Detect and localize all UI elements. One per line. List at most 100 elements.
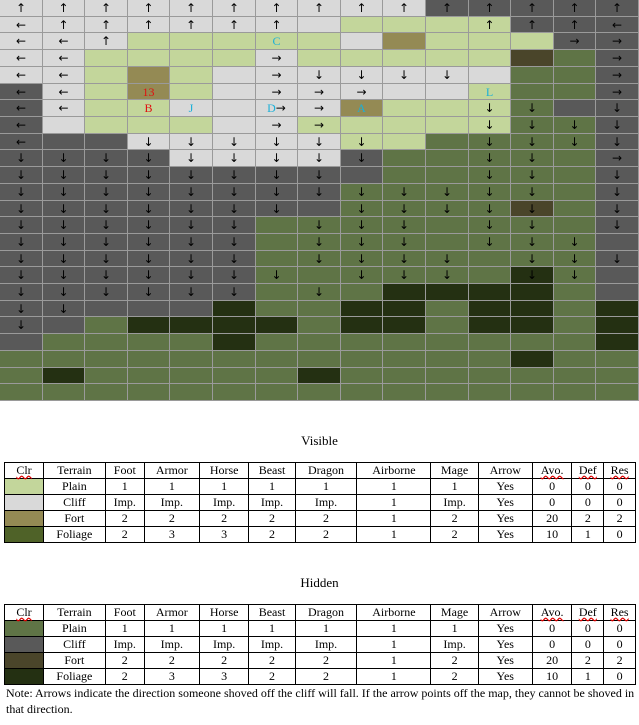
arrow-up-icon: ↑: [185, 1, 197, 15]
map-cell-hidden-cliff: ↑: [554, 17, 596, 33]
arrow-down-icon: ↓: [271, 134, 282, 149]
map-cell-hidden-cliff: ↓: [596, 184, 639, 201]
hidden-legend-color-swatch: [4, 668, 44, 685]
map-cell-hidden-cliff: [128, 301, 170, 317]
stat-armor: Imp.: [143, 636, 200, 653]
map-cell-hidden-foliage: [511, 284, 554, 301]
map-cell-hidden-cliff: ↓: [43, 167, 85, 184]
map-cell-plain: [426, 33, 469, 50]
map-cell-hidden-cliff: ↓: [170, 234, 213, 251]
arrow-down-icon: ↓: [100, 201, 112, 216]
stat-dragon: Imp.: [294, 636, 358, 653]
map-cell-hidden-plain: [426, 134, 469, 150]
map-cell-cliff: [426, 84, 469, 100]
map-cell-hidden-plain: [554, 368, 596, 384]
map-cell-hidden-plain: ↓: [511, 134, 554, 150]
arrow-down-icon: ↓: [15, 268, 27, 282]
stat-armor: 3: [143, 668, 200, 685]
map-cell-plain: [213, 33, 256, 50]
hidden-legend-row-cliff: Cliff Imp. Imp. Imp. Imp. Imp. 1 Imp. Yes 0 0 0: [4, 636, 636, 653]
arrow-down-icon: ↓: [15, 251, 27, 266]
arrow-down-icon: ↓: [100, 185, 112, 199]
map-cell-hidden-plain: ↓: [341, 234, 383, 251]
visible-legend-header-dragon: Dragon: [294, 462, 358, 479]
stat-mage: 1: [430, 620, 479, 637]
map-cell-hidden-plain: [0, 351, 43, 368]
hidden-legend-header-res: Res: [603, 604, 636, 621]
map-cell-hidden-plain: ↓: [341, 251, 383, 267]
stat-airborne: 1: [356, 478, 432, 495]
stat-armor: 2: [143, 510, 200, 527]
map-cell-hidden-plain: [554, 301, 596, 317]
arrow-right-icon: →: [611, 68, 623, 82]
map-cell-hidden-plain: ↓: [383, 184, 426, 201]
map-cell-hidden-cliff: ↓: [43, 150, 85, 167]
arrow-down-icon: ↓: [228, 285, 240, 299]
map-cell-hidden-plain: [213, 384, 256, 401]
map-cell-hidden-cliff: ↓: [43, 301, 85, 317]
terrain-name: Foliage: [43, 668, 106, 685]
stat-arrow: Yes: [477, 478, 533, 495]
stat-mage: 2: [430, 510, 479, 527]
map-cell-plain: [298, 33, 341, 50]
arrow-down-icon: ↓: [356, 268, 367, 282]
terrain-name: Fort: [43, 510, 106, 527]
map-cell-hidden-plain: ↓: [469, 234, 511, 251]
arrow-down-icon: ↓: [313, 185, 325, 199]
arrow-down-icon: ↓: [398, 268, 410, 282]
arrow-down-icon: ↓: [398, 218, 410, 232]
arrow-down-icon: ↓: [15, 218, 27, 232]
arrow-right-icon: →: [271, 84, 282, 99]
map-cell-hidden-plain: ↓: [511, 234, 554, 251]
arrow-down-icon: ↓: [15, 285, 27, 299]
arrow-left-icon: ←: [15, 51, 27, 65]
arrow-down-icon: ↓: [441, 185, 453, 199]
arrow-down-icon: ↓: [569, 118, 580, 132]
arrow-down-icon: ↓: [143, 185, 154, 199]
map-cell-hidden-cliff: ↓: [256, 167, 298, 184]
map-cell-hidden-cliff: ←: [0, 100, 43, 117]
map-cell-cliff: [341, 33, 383, 50]
arrow-left-icon: ←: [58, 84, 69, 99]
map-cell-plain: [511, 33, 554, 50]
map-cell-hidden-cliff: ↑: [426, 0, 469, 17]
map-cell-hidden-plain: [554, 150, 596, 167]
stat-foot: 1: [104, 478, 145, 495]
arrow-down-icon: ↓: [185, 168, 197, 182]
stat-def: 0: [571, 620, 605, 637]
arrow-down-icon: ↓: [143, 134, 154, 149]
map-cell-plain: [128, 50, 170, 67]
arrow-up-icon: ↑: [398, 1, 410, 15]
map-cell-hidden-plain: [0, 368, 43, 384]
stat-res: 2: [603, 510, 636, 527]
map-cell-hidden-foliage: [383, 317, 426, 334]
map-cell-cliff: [383, 84, 426, 100]
stat-arrow: Yes: [477, 636, 533, 653]
map-cell-plain: →: [298, 117, 341, 134]
arrow-right-icon: →: [569, 34, 580, 48]
stat-arrow: Yes: [477, 494, 533, 511]
map-cell-cliff: ↑: [0, 0, 43, 17]
map-cell-hidden-plain: [554, 317, 596, 334]
visible-legend-header-foot: Foot: [104, 462, 145, 479]
map-cell-hidden-plain: [256, 368, 298, 384]
map-cell-hidden-plain: ↓: [383, 267, 426, 284]
arrow-down-icon: ↓: [526, 101, 538, 115]
arrow-down-icon: ↓: [228, 218, 240, 232]
map-cell-hidden-plain: [85, 317, 128, 334]
map-cell-hidden-plain: [256, 351, 298, 368]
arrow-down-icon: ↓: [484, 151, 495, 165]
stat-dragon: 1: [294, 620, 358, 637]
map-cell-hidden-plain: [170, 368, 213, 384]
map-cell-hidden-plain: ↓: [511, 251, 554, 267]
arrow-down-icon: ↓: [398, 251, 410, 266]
map-cell-hidden-plain: [596, 351, 639, 368]
map-cell-hidden-cliff: ←: [0, 84, 43, 100]
map-cell-cliff: ↓: [341, 67, 383, 84]
visible-legend-header-res: Res: [603, 462, 636, 479]
stat-def: 0: [571, 636, 605, 653]
map-cell-hidden-plain: ↓: [511, 167, 554, 184]
map-cell-cliff: [469, 67, 511, 84]
map-cell-plain: ↓: [341, 134, 383, 150]
terrain-name: Cliff: [43, 636, 106, 653]
